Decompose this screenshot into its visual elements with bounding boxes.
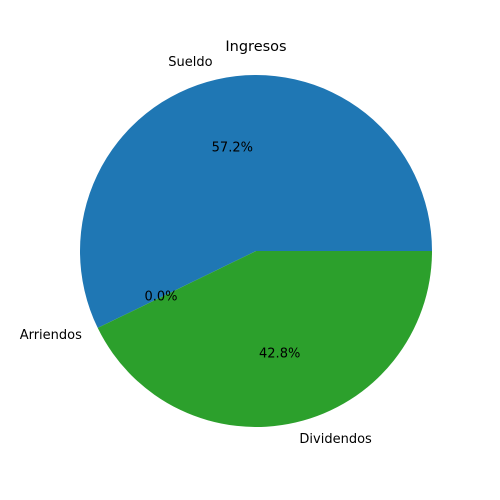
- slice-label-dividendos: Dividendos: [299, 432, 372, 447]
- slice-percent-arriendos: 0.0%: [145, 290, 178, 305]
- pie-slices: [80, 75, 433, 427]
- slice-percent-sueldo: 57.2%: [212, 141, 253, 156]
- slice-label-sueldo: Sueldo: [168, 55, 212, 70]
- pie-slice-dividendos: [97, 251, 432, 427]
- slice-label-arriendos: Arriendos: [20, 328, 82, 343]
- slice-percent-dividendos: 42.8%: [259, 346, 300, 361]
- pie-slice-sueldo: [80, 75, 433, 328]
- chart-title: Ingresos: [225, 39, 286, 55]
- pie-labels: Sueldo 57.2% Arriendos 0.0% Dividendos 42.8%: [20, 55, 372, 447]
